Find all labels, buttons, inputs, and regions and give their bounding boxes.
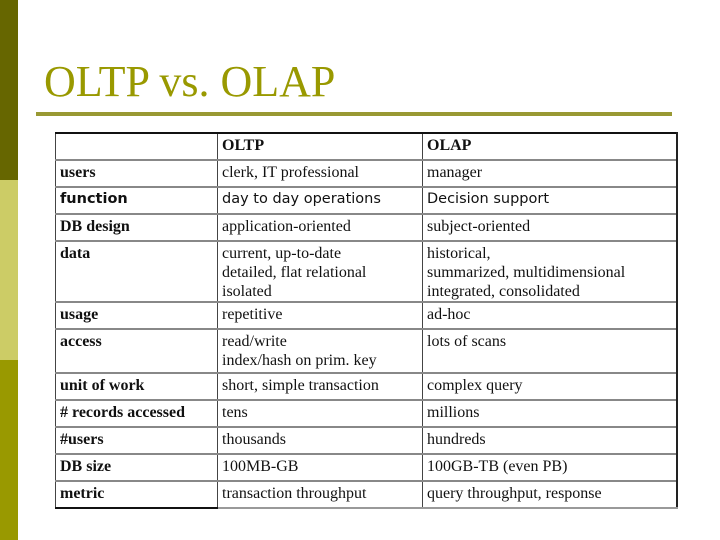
cell-text: 100MB-GB — [222, 458, 299, 475]
sidebar-accent-bottom — [0, 360, 18, 540]
sidebar-accent-middle — [0, 180, 18, 360]
cell-text: day to day operations — [222, 191, 381, 207]
cell-text: thousands — [222, 431, 286, 448]
header-cell-olap: OLAP — [422, 132, 678, 160]
cell-text: short, simple transaction — [222, 377, 379, 394]
cell-text: complex query — [427, 377, 523, 394]
row-label: # records accessed — [55, 399, 218, 427]
cell-text: tens — [222, 404, 248, 421]
oltp-cell: day to day operations — [217, 186, 423, 214]
cell-text: current, up-to-date — [222, 245, 342, 262]
oltp-cell: 100MB-GB — [217, 453, 423, 481]
row-label: #users — [55, 426, 218, 454]
table-row: DB size 100MB-GB 100GB-TB (even PB) — [55, 453, 678, 481]
cell-text: query throughput, response — [427, 485, 602, 502]
table-row: unit of work short, simple transaction c… — [55, 372, 678, 400]
cell-text: subject-oriented — [427, 218, 531, 235]
cell-text: transaction throughput — [222, 485, 367, 502]
row-label: access — [55, 328, 218, 373]
oltp-cell: tens — [217, 399, 423, 427]
olap-cell: query throughput, response — [422, 480, 678, 509]
cell-text: application-oriented — [222, 218, 351, 235]
row-label: DB design — [55, 213, 218, 241]
row-label: DB size — [55, 453, 218, 481]
row-label: data — [55, 240, 218, 302]
row-label: users — [55, 159, 218, 187]
slide-title: OLTP vs. OLAP — [44, 57, 336, 106]
cell-text: Decision support — [427, 191, 550, 207]
cell-text: millions — [427, 404, 480, 421]
olap-cell: lots of scans — [422, 328, 678, 373]
cell-text: isolated — [222, 283, 272, 300]
oltp-cell: transaction throughput — [217, 480, 423, 509]
olap-cell: manager — [422, 159, 678, 187]
olap-cell: subject-oriented — [422, 213, 678, 241]
table-row: users clerk, IT professional manager — [55, 159, 678, 187]
row-label: function — [55, 186, 218, 214]
cell-text: hundreds — [427, 431, 486, 448]
cell-text: index/hash on prim. key — [222, 352, 377, 369]
row-label: metric — [55, 480, 218, 509]
sidebar-accent-top — [0, 0, 18, 180]
row-label: unit of work — [55, 372, 218, 400]
cell-text: detailed, flat relational — [222, 264, 367, 281]
cell-text: lots of scans — [427, 333, 507, 350]
table-row: function day to day operations Decision … — [55, 186, 678, 214]
olap-cell: 100GB-TB (even PB) — [422, 453, 678, 481]
olap-cell: historical, summarized, multidimensional… — [422, 240, 678, 302]
oltp-cell: clerk, IT professional — [217, 159, 423, 187]
table-row: #users thousands hundreds — [55, 426, 678, 454]
header-cell-empty — [55, 132, 218, 160]
table-header-row: OLTP OLAP — [55, 132, 678, 160]
cell-text: summarized, multidimensional — [427, 264, 626, 281]
olap-cell: Decision support — [422, 186, 678, 214]
olap-cell: hundreds — [422, 426, 678, 454]
oltp-cell: read/write index/hash on prim. key — [217, 328, 423, 373]
cell-text: read/write — [222, 333, 287, 350]
olap-cell: ad-hoc — [422, 301, 678, 329]
cell-text: 100GB-TB (even PB) — [427, 458, 568, 475]
cell-text: integrated, consolidated — [427, 283, 580, 300]
table-row: DB design application-oriented subject-o… — [55, 213, 678, 241]
cell-text: clerk, IT professional — [222, 164, 359, 181]
oltp-cell: thousands — [217, 426, 423, 454]
oltp-cell: current, up-to-date detailed, flat relat… — [217, 240, 423, 302]
table-row: metric transaction throughput query thro… — [55, 480, 678, 509]
table-row: usage repetitive ad-hoc — [55, 301, 678, 329]
title-underline — [36, 112, 672, 116]
table-row: data current, up-to-date detailed, flat … — [55, 240, 678, 302]
cell-text: ad-hoc — [427, 306, 471, 323]
olap-cell: complex query — [422, 372, 678, 400]
oltp-cell: repetitive — [217, 301, 423, 329]
cell-text: repetitive — [222, 306, 283, 323]
cell-text: manager — [427, 164, 483, 181]
cell-text: historical, — [427, 245, 491, 262]
comparison-table: OLTP OLAP users clerk, IT professional m… — [55, 132, 678, 509]
header-cell-oltp: OLTP — [217, 132, 423, 160]
oltp-cell: short, simple transaction — [217, 372, 423, 400]
row-label: usage — [55, 301, 218, 329]
olap-cell: millions — [422, 399, 678, 427]
oltp-cell: application-oriented — [217, 213, 423, 241]
table-row: access read/write index/hash on prim. ke… — [55, 328, 678, 373]
table-row: # records accessed tens millions — [55, 399, 678, 427]
